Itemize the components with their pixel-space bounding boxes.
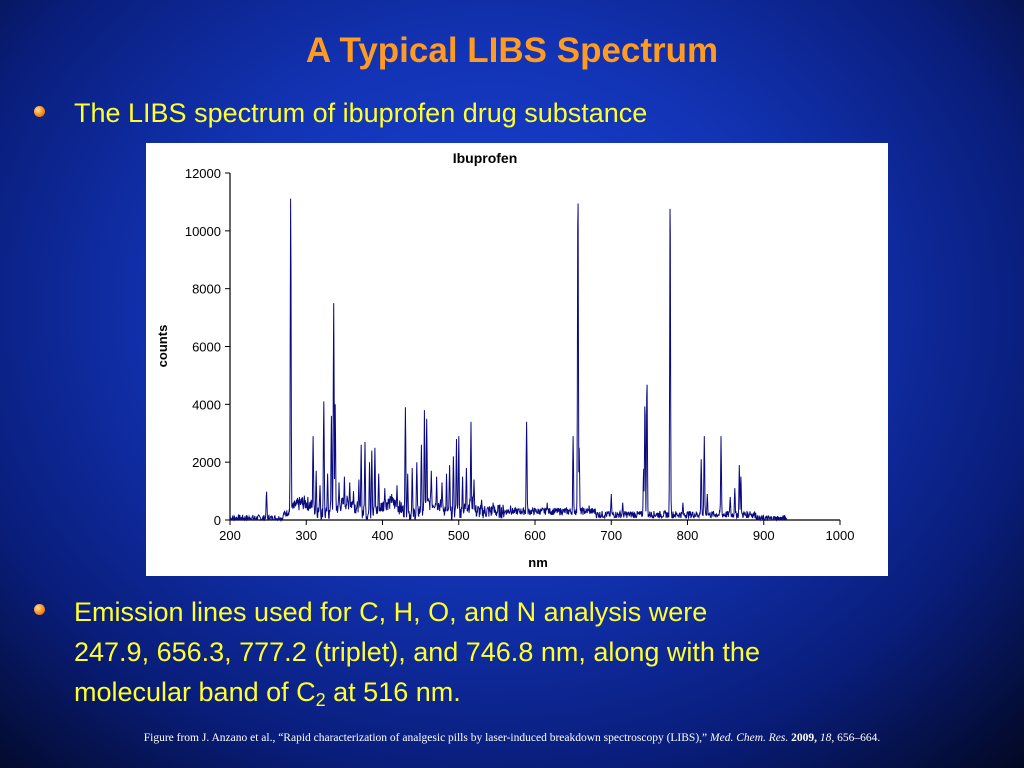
x-axis-label: nm <box>528 555 548 570</box>
series-line <box>229 198 788 522</box>
x-tick-label: 900 <box>753 528 775 543</box>
y-tick-label: 0 <box>214 513 221 528</box>
x-tick-label: 200 <box>219 528 241 543</box>
spectrum-chart: Ibuprofen counts nm 200 300 400 500 600 700 80… <box>146 143 888 576</box>
y-axis-label: counts <box>155 325 170 368</box>
figure-caption: Figure from J. Anzano et al., “Rapid cha… <box>0 732 1024 744</box>
x-tick-label: 300 <box>295 528 317 543</box>
y-tick-label: 12000 <box>185 166 221 181</box>
bullet-dot-icon <box>34 604 45 615</box>
caption-volume: 18, <box>819 732 835 744</box>
caption-citation: Figure from J. Anzano et al., “Rapid cha… <box>143 732 708 744</box>
caption-journal: Med. Chem. Res. <box>710 732 789 744</box>
x-tick-label: 800 <box>677 528 699 543</box>
bullet-dot-icon <box>34 106 45 117</box>
bullet-line: Emission lines used for C, H, O, and N a… <box>74 597 708 627</box>
slide-title: A Typical LIBS Spectrum <box>305 31 719 70</box>
y-tick-label: 8000 <box>192 282 221 297</box>
x-tick-label: 600 <box>524 528 546 543</box>
caption-pages: 656–664. <box>837 732 881 744</box>
subscript: 2 <box>315 690 326 710</box>
x-tick-label: 1000 <box>826 528 855 543</box>
spectrum-chart-svg: Ibuprofen counts nm 200 300 400 500 600 700 80… <box>155 150 855 570</box>
x-tick-label: 500 <box>448 528 470 543</box>
chart-title: Ibuprofen <box>453 150 518 166</box>
bullet-line: 247.9, 656.3, 777.2 (triplet), and 746.8… <box>74 637 760 667</box>
y-tick-label: 6000 <box>192 340 221 355</box>
x-tick-label: 700 <box>600 528 622 543</box>
y-tick-label: 4000 <box>192 397 221 412</box>
x-tick-label: 400 <box>372 528 394 543</box>
caption-year: 2009, <box>791 732 818 744</box>
bullet-line: molecular band of C2 at 516 nm. <box>74 677 461 710</box>
chart-axes: 200 300 400 500 600 700 800 900 1000020004000600… <box>185 166 855 543</box>
y-tick-label: 2000 <box>192 455 221 470</box>
y-tick-label: 10000 <box>185 224 221 239</box>
bullet-text: The LIBS spectrum of ibuprofen drug subs… <box>74 98 648 128</box>
